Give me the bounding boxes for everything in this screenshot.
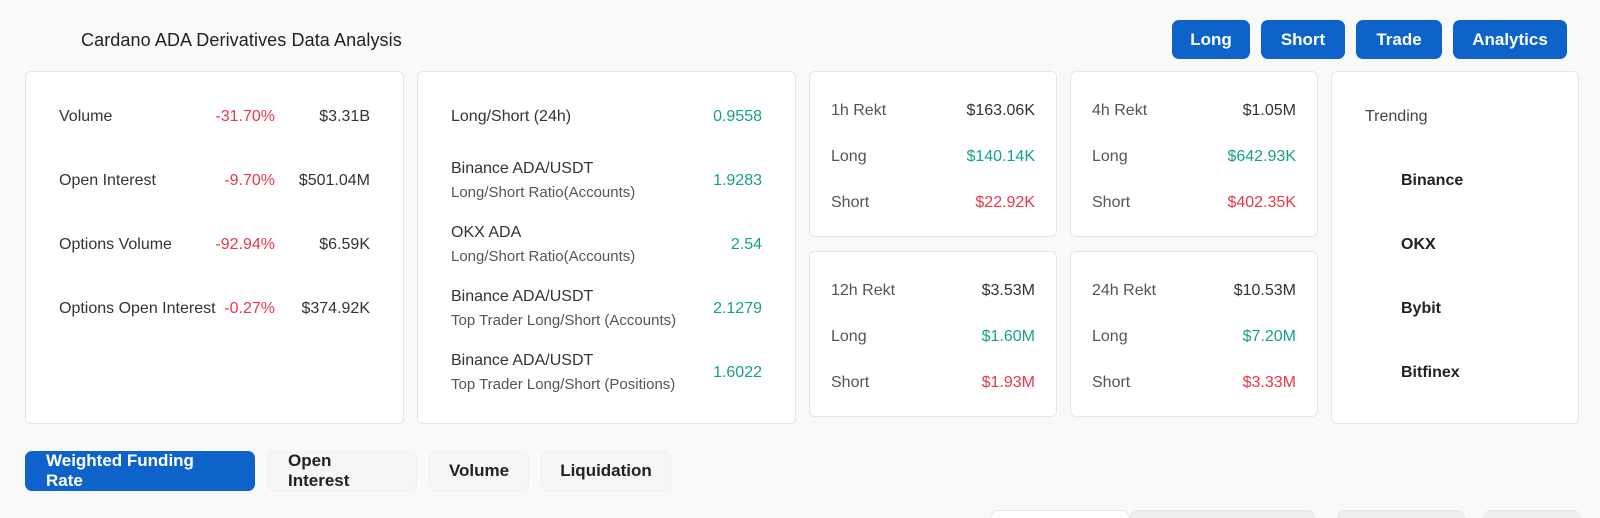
rekt-long-label: Long xyxy=(831,328,867,345)
rekt-long-value: $140.14K xyxy=(966,148,1035,165)
dropdown-control[interactable] xyxy=(1337,510,1465,518)
tab-volume[interactable]: Volume xyxy=(429,451,529,491)
trending-title: Trending xyxy=(1365,108,1428,125)
ratio-value: 0.9558 xyxy=(713,108,762,125)
header-actions: Long Short Trade Analytics xyxy=(1172,20,1567,59)
ratio-label: Binance ADA/USDT xyxy=(451,160,594,177)
short-button[interactable]: Short xyxy=(1261,20,1345,59)
rekt-short-value: $3.33M xyxy=(1242,374,1296,391)
ratio-row: Binance ADA/USDT Top Trader Long/Short (… xyxy=(451,288,762,329)
rekt-4h-card: 4h Rekt $1.05M Long $642.93K Short $402.… xyxy=(1070,71,1318,237)
trade-button[interactable]: Trade xyxy=(1356,20,1442,59)
overview-change: -92.94% xyxy=(215,236,275,253)
trending-item-bitfinex[interactable]: Bitfinex xyxy=(1401,364,1460,381)
rekt-total: $163.06K xyxy=(966,102,1035,119)
rekt-12h-card: 12h Rekt $3.53M Long $1.60M Short $1.93M xyxy=(809,251,1057,417)
trending-item-binance[interactable]: Binance xyxy=(1401,172,1464,189)
overview-label: Volume xyxy=(59,108,113,125)
ratio-sublabel: Long/Short Ratio(Accounts) xyxy=(451,184,636,201)
trending-item-bybit[interactable]: Bybit xyxy=(1401,300,1441,317)
ratio-sublabel: Long/Short Ratio(Accounts) xyxy=(451,248,636,265)
ratio-row: Binance ADA/USDT Top Trader Long/Short (… xyxy=(451,352,762,393)
rekt-short-label: Short xyxy=(1092,194,1131,211)
overview-value: $6.59K xyxy=(319,236,370,253)
header: Cardano ADA Derivatives Data Analysis Lo… xyxy=(0,0,1600,70)
rekt-short-label: Short xyxy=(831,194,870,211)
rekt-total: $10.53M xyxy=(1233,282,1296,299)
dropdown-control[interactable] xyxy=(1483,510,1581,518)
rekt-long-label: Long xyxy=(1092,148,1128,165)
rekt-long-value: $642.93K xyxy=(1227,148,1296,165)
long-button[interactable]: Long xyxy=(1172,20,1250,59)
overview-change: -31.70% xyxy=(215,108,275,125)
overview-value: $374.92K xyxy=(301,300,370,317)
ratio-value: 2.1279 xyxy=(713,300,762,317)
trending-item-okx[interactable]: OKX xyxy=(1401,236,1436,253)
trending-card: Trending Binance OKX Bybit Bitfinex xyxy=(1331,71,1579,424)
ratio-value: 1.6022 xyxy=(713,364,762,381)
overview-card: Volume -31.70% $3.31B Open Interest -9.7… xyxy=(25,71,404,424)
tab-liquidation[interactable]: Liquidation xyxy=(541,451,671,491)
rekt-short-value: $22.92K xyxy=(975,194,1035,211)
ratio-label: OKX ADA xyxy=(451,224,522,241)
page-title: Cardano ADA Derivatives Data Analysis xyxy=(81,30,402,50)
rekt-1h-card: 1h Rekt $163.06K Long $140.14K Short $22… xyxy=(809,71,1057,237)
ratio-label: Binance ADA/USDT xyxy=(451,288,594,305)
ratio-value: 1.9283 xyxy=(713,172,762,189)
overview-change: -0.27% xyxy=(224,300,275,317)
overview-row-open-interest: Open Interest -9.70% $501.04M xyxy=(59,172,370,196)
overview-value: $501.04M xyxy=(298,172,370,189)
rekt-long-label: Long xyxy=(1092,328,1128,345)
ratio-row: Long/Short (24h) 0.9558 xyxy=(451,108,762,126)
rekt-long-value: $7.20M xyxy=(1242,328,1296,345)
rekt-long-label: Long xyxy=(831,148,867,165)
overview-row-options-volume: Options Volume -92.94% $6.59K xyxy=(59,236,370,260)
rekt-long-value: $1.60M xyxy=(981,328,1035,345)
segment-control-option[interactable] xyxy=(1130,510,1315,518)
rekt-24h-card: 24h Rekt $10.53M Long $7.20M Short $3.33… xyxy=(1070,251,1318,417)
ratio-row: OKX ADA Long/Short Ratio(Accounts) 2.54 xyxy=(451,224,762,265)
analytics-button[interactable]: Analytics xyxy=(1453,20,1567,59)
rekt-title: 12h Rekt xyxy=(831,282,896,299)
long-short-ratio-card: Long/Short (24h) 0.9558 Binance ADA/USDT… xyxy=(417,71,796,424)
overview-change: -9.70% xyxy=(224,172,275,189)
tab-open-interest[interactable]: Open Interest xyxy=(267,451,417,491)
ratio-value: 2.54 xyxy=(730,236,762,253)
overview-value: $3.31B xyxy=(319,108,370,125)
rekt-title: 1h Rekt xyxy=(831,102,887,119)
ratio-sublabel: Top Trader Long/Short (Accounts) xyxy=(451,312,677,329)
rekt-short-value: $402.35K xyxy=(1227,194,1296,211)
rekt-total: $1.05M xyxy=(1242,102,1296,119)
ratio-label: Binance ADA/USDT xyxy=(451,352,594,369)
overview-row-volume: Volume -31.70% $3.31B xyxy=(59,108,370,132)
chart-tabs: Weighted Funding Rate Open Interest Volu… xyxy=(25,451,671,491)
ratio-row: Binance ADA/USDT Long/Short Ratio(Accoun… xyxy=(451,160,762,201)
rekt-title: 4h Rekt xyxy=(1092,102,1148,119)
tab-weighted-funding-rate[interactable]: Weighted Funding Rate xyxy=(25,451,255,491)
overview-label: Options Volume xyxy=(59,236,172,253)
ratio-sublabel: Top Trader Long/Short (Positions) xyxy=(451,376,676,393)
rekt-short-label: Short xyxy=(831,374,870,391)
rekt-short-label: Short xyxy=(1092,374,1131,391)
overview-label: Open Interest xyxy=(59,172,156,189)
rekt-title: 24h Rekt xyxy=(1092,282,1157,299)
overview-row-options-open-interest: Options Open Interest -0.27% $374.92K xyxy=(59,300,370,324)
segment-control-option-active[interactable] xyxy=(990,510,1130,518)
rekt-short-value: $1.93M xyxy=(981,374,1035,391)
ratio-label: Long/Short (24h) xyxy=(451,108,572,125)
rekt-total: $3.53M xyxy=(981,282,1035,299)
overview-label: Options Open Interest xyxy=(59,300,216,317)
